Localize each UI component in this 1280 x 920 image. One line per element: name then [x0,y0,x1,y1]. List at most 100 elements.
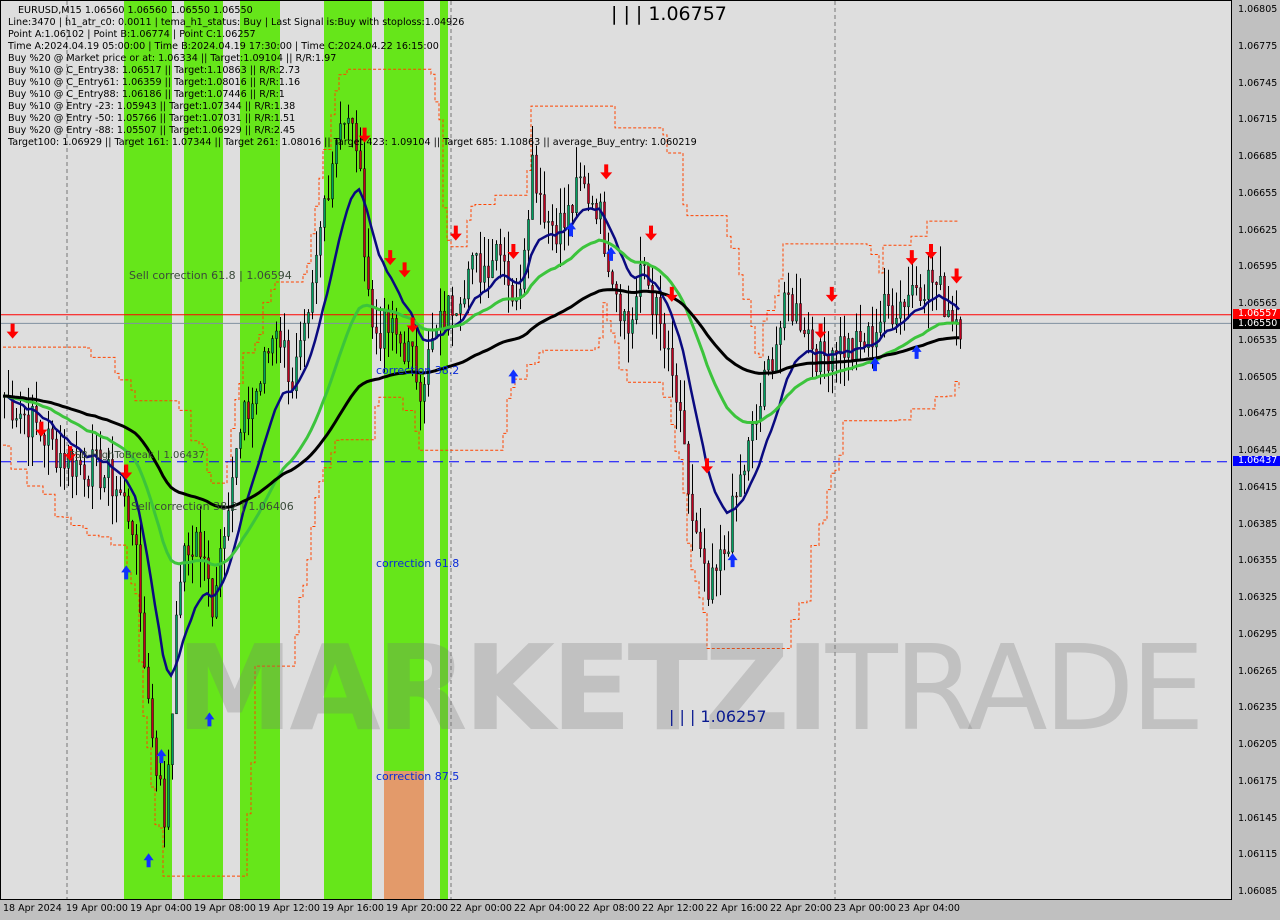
candle-body [687,443,690,495]
candle [563,187,566,251]
candle [211,578,214,627]
candle-body [787,292,790,295]
time-tick-label: 22 Apr 08:00 [578,903,640,914]
info-line: Buy %20 @ Entry -50: 1.05766 || Target:1… [8,113,296,124]
price-tick-label: 1.06355 [1238,555,1278,567]
sell-arrow-icon [358,127,371,143]
point-c-low-label: | | | 1.06257 [669,707,767,726]
candle-body [47,428,50,446]
candle-body [283,340,286,348]
candle [623,309,626,340]
candle-body [587,183,590,204]
candle [611,269,614,290]
candle [587,172,590,212]
candle [139,519,142,632]
candle-body [831,350,834,372]
sell-arrow-icon [35,421,48,437]
candle-body [323,198,326,228]
price-tick-label: 1.06115 [1238,849,1278,861]
candle [471,252,474,285]
candle-body [235,448,238,478]
candle-body [31,406,34,438]
candle [331,151,334,208]
price-tick-label: 1.06265 [1238,665,1278,677]
candle-body [839,336,842,355]
candle [667,330,670,372]
candle-body [923,299,926,302]
candle-body [255,390,258,405]
sell-arrow-icon [449,225,462,241]
candle [247,386,250,436]
candle [75,430,78,496]
candle [703,528,706,592]
candle-body [263,351,266,384]
candle-body [571,205,574,213]
candle-body [915,285,918,289]
candle-body [815,348,818,373]
candle [403,331,406,365]
candle-body [703,548,706,564]
candle [539,167,542,225]
candle [451,286,454,347]
candle [907,266,910,320]
candle [867,322,870,357]
candle [99,431,102,500]
buy-arrow-icon [156,749,167,764]
candle-body [451,295,454,316]
candle-body [219,548,222,586]
candle [367,228,370,297]
candle [255,388,258,415]
candle [903,298,906,331]
sell-arrow-icon [645,225,657,241]
time-tick-label: 23 Apr 00:00 [834,903,896,914]
candle [763,361,766,411]
candle-body [535,154,538,194]
candle-body [395,318,398,335]
candle [699,508,702,558]
chart-plot-area[interactable]: MARKETZITRADE EURUSD,M15 1.06560 1.06560… [0,0,1232,900]
time-zone-band [384,1,424,771]
candle [151,683,154,748]
candle [399,331,402,357]
candle [519,264,522,310]
candle [231,456,234,533]
buy-arrow-icon [566,222,576,237]
candle [523,238,526,297]
slow-moving-average [3,288,959,509]
candle [575,147,578,217]
candle [579,162,582,192]
candle-body [187,545,190,556]
candle-body [427,349,430,385]
candle [535,145,538,203]
candle [155,730,158,792]
candle [851,337,854,371]
candle-body [747,440,750,472]
candle [911,260,914,309]
candle-body [431,338,434,350]
candle-body [355,123,358,152]
candle-body [875,332,878,348]
candle-body [503,254,506,262]
candle-body [947,310,950,317]
info-line: Time A:2024.04.19 05:00:00 | Time B:2024… [8,41,439,52]
price-tick-label: 1.06445 [1238,445,1278,456]
candle-body [35,406,38,423]
candle [275,321,278,364]
info-line: Line:3470 | h1_atr_c0: 0.0011 | tema_h1_… [8,17,465,28]
candle-body [695,520,698,533]
candle [107,447,110,506]
candle-body [203,556,206,559]
candle-body [399,334,402,344]
time-tick-label: 22 Apr 20:00 [770,903,832,914]
candle-body [855,331,858,361]
candle-body [895,317,898,325]
mid-moving-average [3,238,960,567]
price-tick-label: 1.06085 [1238,886,1278,897]
candle [291,367,294,399]
candle [823,317,826,379]
candle [127,488,130,529]
candle [747,436,750,481]
candle-body [383,309,386,349]
candle [759,382,762,433]
candle [727,531,730,557]
